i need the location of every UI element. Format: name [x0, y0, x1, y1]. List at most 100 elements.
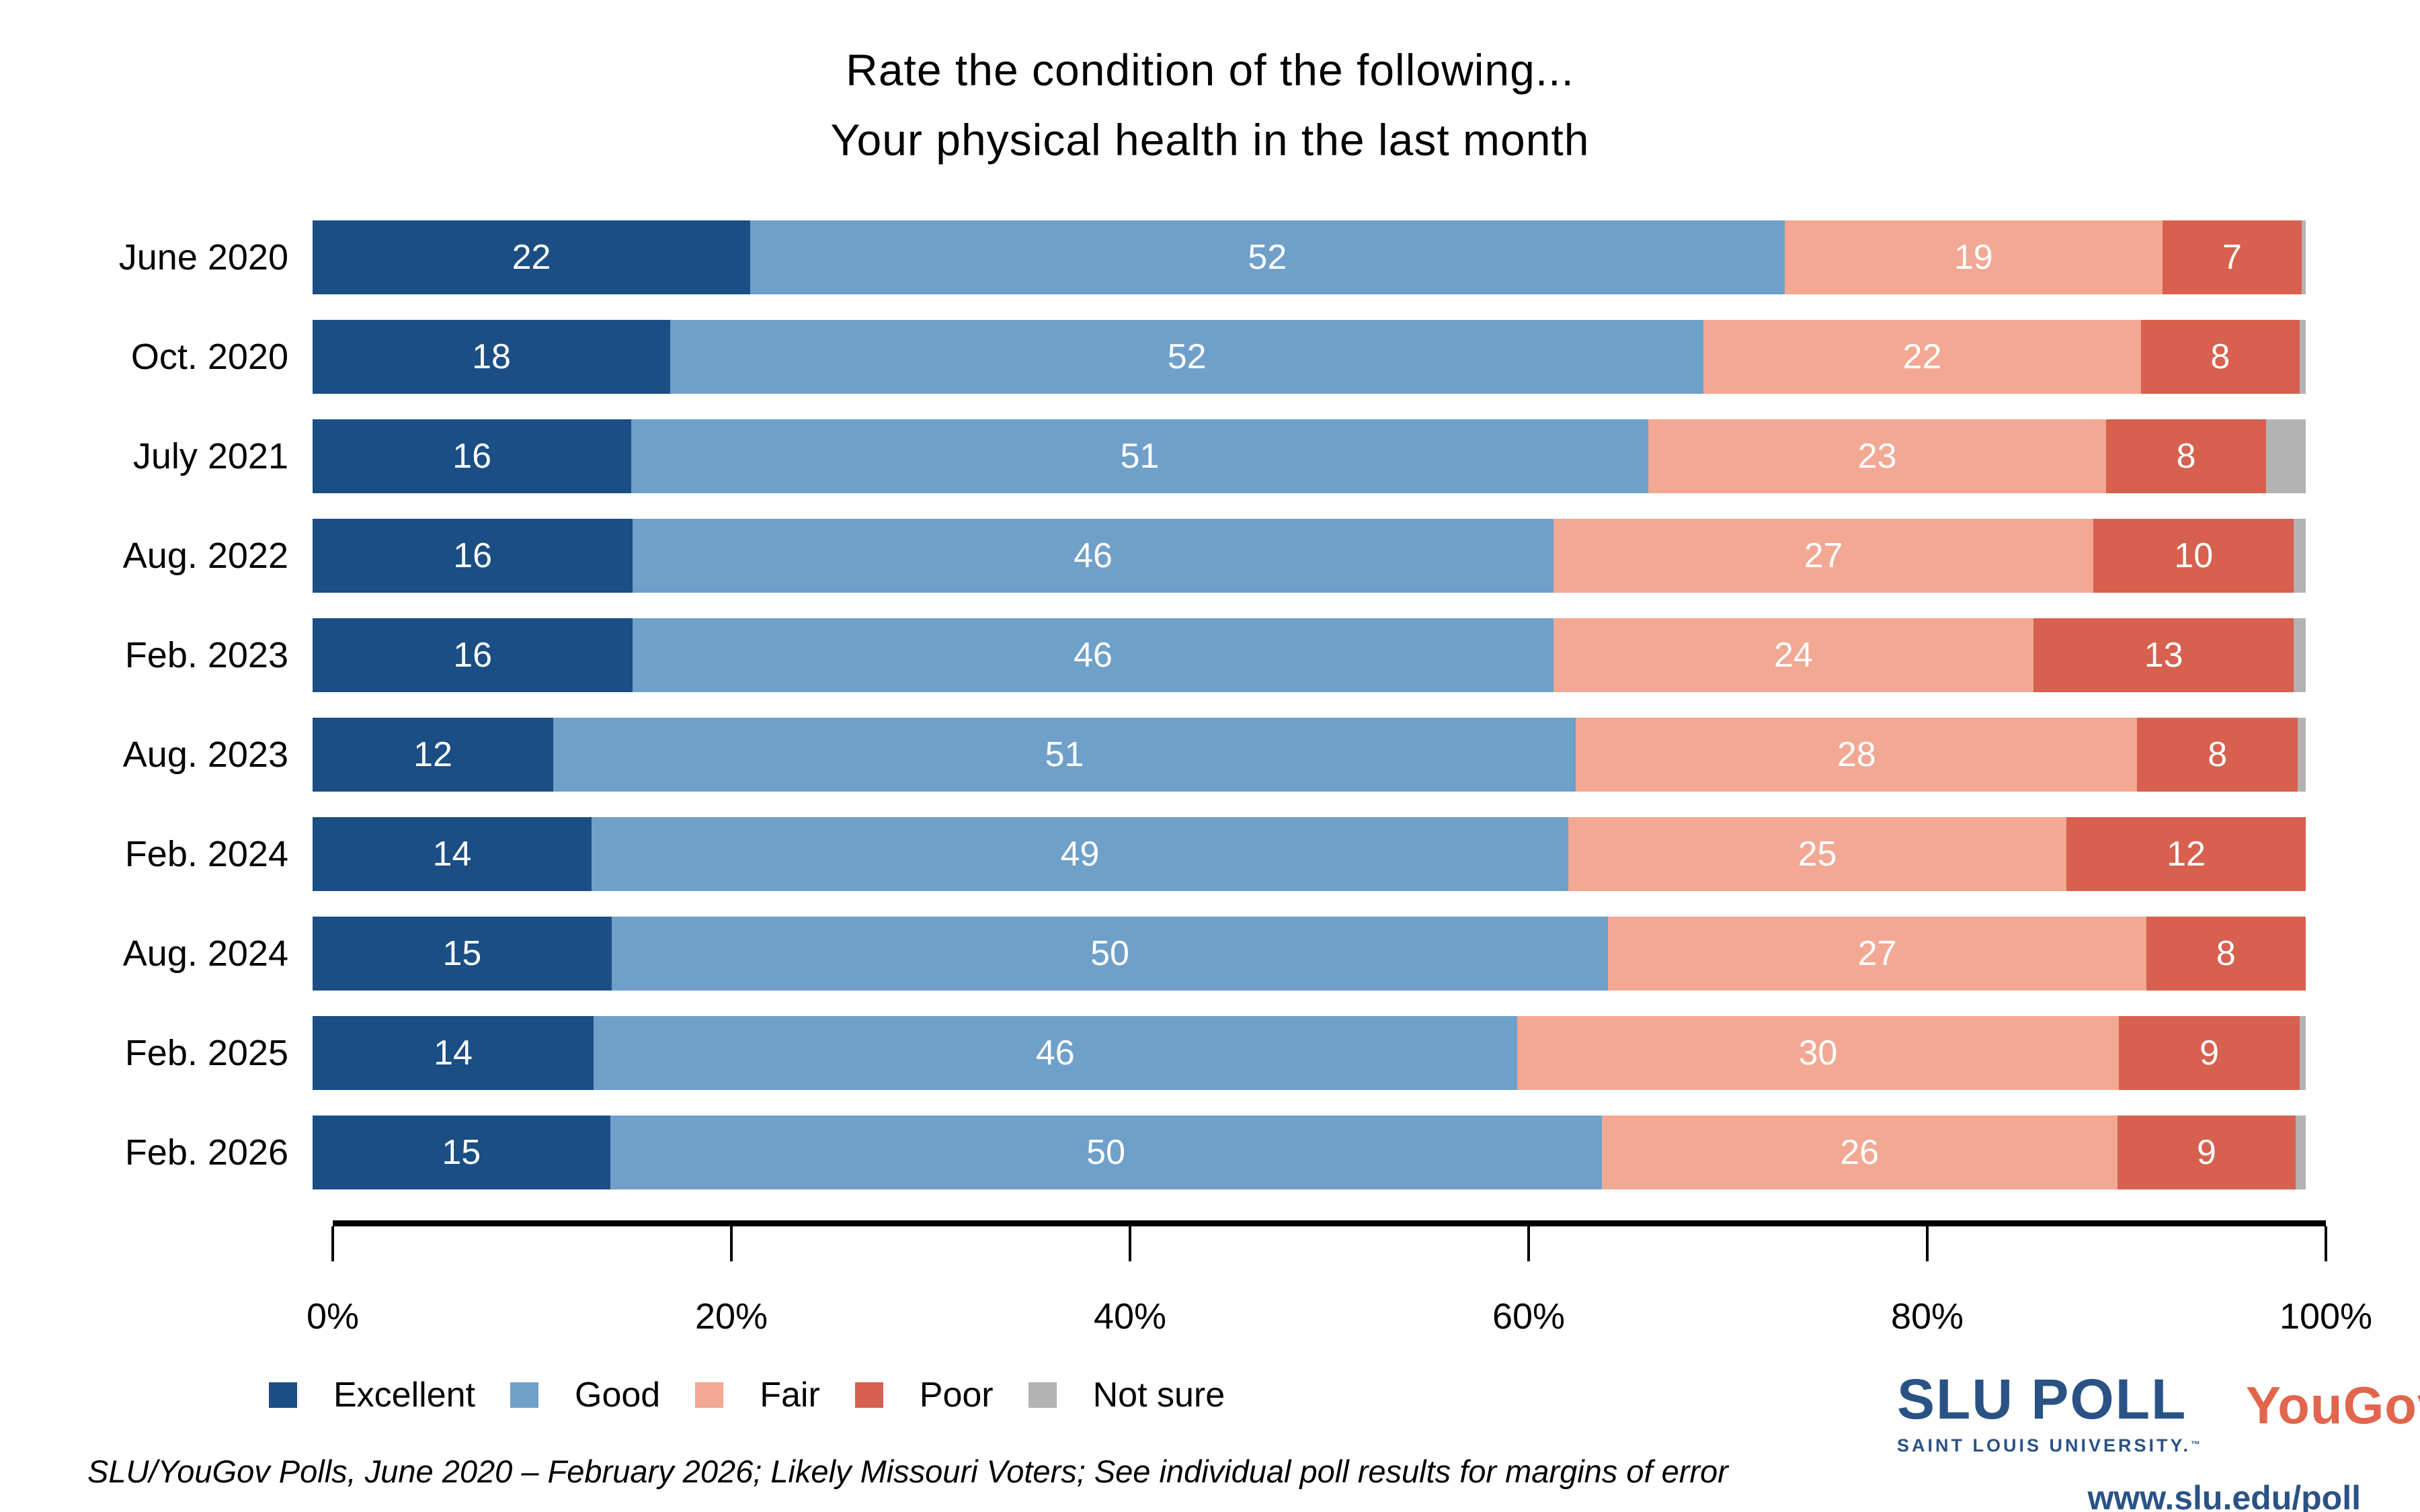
- segment-not-sure: [2265, 419, 2306, 493]
- segment-value-label: 46: [1074, 636, 1113, 675]
- bar-row: Feb. 2026 15 50 26 9: [0, 1116, 2420, 1189]
- axis-tick: [1129, 1226, 1131, 1261]
- segment-good: 49: [592, 817, 1568, 891]
- segment-value-label: 46: [1035, 1034, 1075, 1073]
- axis-tick: [730, 1226, 733, 1261]
- segment-excellent: 16: [313, 419, 632, 493]
- segment-value-label: 27: [1857, 934, 1897, 973]
- legend-label: Not sure: [1092, 1376, 1225, 1415]
- segment-poor: 12: [2066, 817, 2306, 891]
- bar-row: Oct. 2020 18 52 22 8: [0, 320, 2420, 394]
- segment-value-label: 16: [453, 636, 493, 675]
- row-label: July 2021: [132, 436, 288, 476]
- legend-swatch: [269, 1382, 297, 1408]
- segment-fair: 27: [1553, 519, 2094, 593]
- segment-poor: 10: [2093, 519, 2294, 593]
- segment-good: 50: [610, 1116, 1602, 1189]
- segment-poor: 13: [2033, 618, 2294, 692]
- row-label: Feb. 2025: [124, 1033, 288, 1073]
- legend-label: Good: [575, 1376, 661, 1415]
- bar-row: Feb. 2023 16 46 24 13: [0, 618, 2420, 692]
- bar-track: 22 52 19 7: [313, 220, 2306, 294]
- legend-swatch: [1028, 1382, 1057, 1408]
- segment-value-label: 14: [434, 1034, 473, 1073]
- segment-value-label: 13: [2144, 636, 2183, 675]
- bar-row: Feb. 2024 14 49 25 12: [0, 817, 2420, 891]
- segment-value-label: 9: [2197, 1133, 2216, 1172]
- segment-value-label: 46: [1074, 536, 1113, 575]
- segment-value-label: 16: [452, 437, 492, 476]
- bar-track: 15 50 26 9: [313, 1116, 2306, 1189]
- x-axis-line: [333, 1220, 2326, 1226]
- segment-good: 50: [611, 917, 1609, 991]
- chart-title: Rate the condition of the following... Y…: [0, 35, 2420, 175]
- segment-value-label: 19: [1953, 238, 1993, 277]
- row-label: Aug. 2024: [122, 933, 288, 974]
- slu-poll-wordmark: SLU POLL: [1897, 1368, 2187, 1431]
- segment-good: 46: [594, 1016, 1517, 1090]
- segment-value-label: 51: [1045, 735, 1084, 774]
- segment-value-label: 8: [2208, 735, 2228, 774]
- segment-value-label: 28: [1837, 735, 1876, 774]
- segment-good: 51: [631, 419, 1648, 493]
- segment-value-label: 30: [1798, 1034, 1838, 1073]
- segment-poor: 8: [2137, 718, 2298, 792]
- segment-not-sure: [2298, 718, 2306, 792]
- legend-item-good: Good: [510, 1375, 660, 1415]
- legend-item-excellent: Excellent: [269, 1375, 475, 1415]
- row-label: Feb. 2023: [124, 635, 288, 675]
- segment-excellent: 14: [313, 817, 592, 891]
- segment-value-label: 51: [1120, 437, 1160, 476]
- segment-poor: 7: [2162, 220, 2302, 294]
- segment-value-label: 7: [2222, 238, 2242, 277]
- bar-row: Aug. 2023 12 51 28 8: [0, 718, 2420, 792]
- segment-fair: 28: [1576, 718, 2138, 792]
- axis-tick-label: 40%: [1093, 1296, 1167, 1337]
- bars-area: June 2020 22 52 19 7 Oct. 2020 18 52 22 8 July 202…: [0, 220, 2420, 1215]
- legend-label: Excellent: [333, 1376, 475, 1415]
- segment-good: 52: [750, 220, 1785, 294]
- segment-fair: 27: [1608, 917, 2146, 991]
- segment-value-label: 25: [1798, 835, 1837, 874]
- axis-tick: [1926, 1226, 1929, 1261]
- chart-title-line1: Rate the condition of the following...: [846, 45, 1574, 95]
- row-label: June 2020: [118, 237, 288, 278]
- chart-title-line2: Your physical health in the last month: [830, 115, 1590, 165]
- slu-university-wordmark: SAINT LOUIS UNIVERSITY.™: [1897, 1435, 2201, 1456]
- segment-good: 52: [670, 320, 1704, 394]
- segment-not-sure: [2294, 519, 2306, 593]
- segment-fair: 19: [1784, 220, 2163, 294]
- bar-row: July 2021 16 51 23 8: [0, 419, 2420, 493]
- segment-fair: 23: [1648, 419, 2107, 493]
- legend-label: Fair: [760, 1376, 820, 1415]
- segment-excellent: 18: [313, 320, 671, 394]
- bar-track: 18 52 22 8: [313, 320, 2306, 394]
- segment-value-label: 8: [2210, 337, 2230, 376]
- segment-value-label: 15: [442, 1133, 481, 1172]
- segment-value-label: 22: [512, 238, 551, 277]
- segment-value-label: 22: [1902, 337, 1942, 376]
- legend-swatch: [695, 1382, 724, 1408]
- axis-tick-label: 80%: [1890, 1296, 1964, 1337]
- segment-fair: 24: [1553, 618, 2034, 692]
- bar-row: June 2020 22 52 19 7: [0, 220, 2420, 294]
- segment-value-label: 8: [2216, 934, 2236, 973]
- segment-fair: 26: [1601, 1116, 2118, 1189]
- segment-poor: 9: [2117, 1116, 2296, 1189]
- segment-excellent: 22: [313, 220, 750, 294]
- row-label: Feb. 2024: [124, 834, 288, 874]
- segment-not-sure: [2302, 220, 2306, 294]
- row-label: Aug. 2022: [122, 536, 288, 576]
- legend-swatch: [510, 1382, 538, 1408]
- axis-tick-label: 0%: [306, 1296, 360, 1337]
- axis-tick-label: 20%: [694, 1296, 768, 1337]
- row-label: Oct. 2020: [130, 337, 288, 377]
- segment-value-label: 9: [2200, 1034, 2220, 1073]
- segment-value-label: 10: [2174, 536, 2214, 575]
- bar-track: 14 46 30 9: [313, 1016, 2306, 1090]
- legend-item-poor: Poor: [854, 1375, 994, 1415]
- segment-excellent: 16: [313, 618, 633, 692]
- segment-value-label: 23: [1857, 437, 1897, 476]
- slu-poll-logo: SLU POLL SAINT LOUIS UNIVERSITY.™: [1897, 1371, 2200, 1456]
- segment-excellent: 14: [313, 1016, 594, 1090]
